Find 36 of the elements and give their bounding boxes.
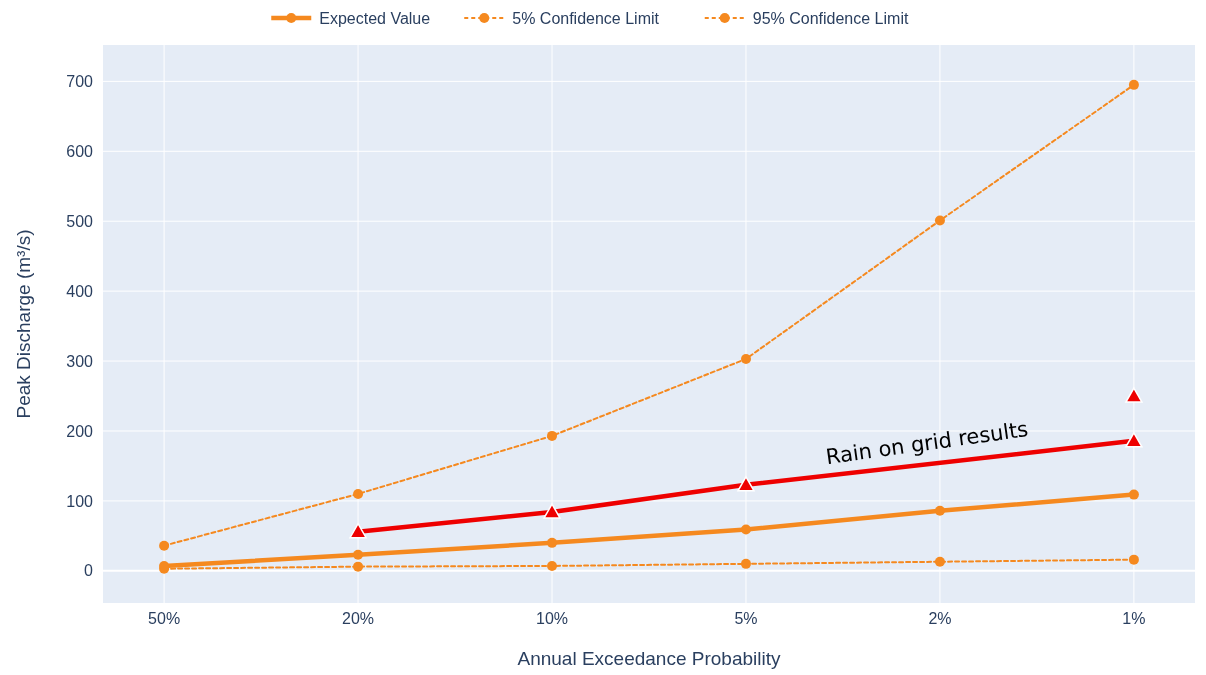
x-tick-label: 2%	[928, 610, 952, 627]
point	[934, 556, 945, 567]
legend-label: 95% Confidence Limit	[752, 9, 909, 27]
x-tick-label: 20%	[342, 610, 375, 627]
y-tick-label: 100	[66, 492, 94, 510]
point	[740, 524, 751, 535]
point	[547, 430, 558, 441]
y-tick-label: 400	[66, 282, 94, 300]
point	[353, 561, 364, 572]
point	[1128, 79, 1139, 90]
y-tick-label: 500	[66, 212, 94, 230]
point	[934, 215, 945, 226]
x-tick-label: 50%	[148, 610, 181, 627]
point	[934, 505, 945, 516]
annotation: Rain on grid results	[824, 417, 1030, 470]
x-axis-title: Annual Exceedance Probability	[517, 648, 781, 669]
y-tick-label: 300	[66, 352, 94, 370]
point	[1128, 554, 1139, 565]
legend-label: 5% Confidence Limit	[512, 9, 660, 27]
point	[740, 353, 751, 364]
point	[1128, 489, 1139, 500]
y-tick-label: 0	[84, 562, 94, 580]
x-tick-label: 1%	[1122, 610, 1146, 627]
point	[547, 537, 558, 548]
y-tick-label: 700	[66, 72, 94, 90]
point	[159, 540, 170, 551]
legend-label: Expected Value	[319, 9, 431, 27]
y-tick-label: 600	[66, 142, 94, 160]
point	[740, 558, 751, 569]
point	[353, 549, 364, 560]
y-tick-label: 200	[66, 422, 94, 440]
point	[547, 560, 558, 571]
point	[353, 488, 364, 499]
y-axis-title: Peak Discharge (m³/s)	[13, 229, 34, 419]
x-tick-label: 10%	[536, 610, 569, 627]
x-tick-label: 5%	[734, 610, 758, 627]
